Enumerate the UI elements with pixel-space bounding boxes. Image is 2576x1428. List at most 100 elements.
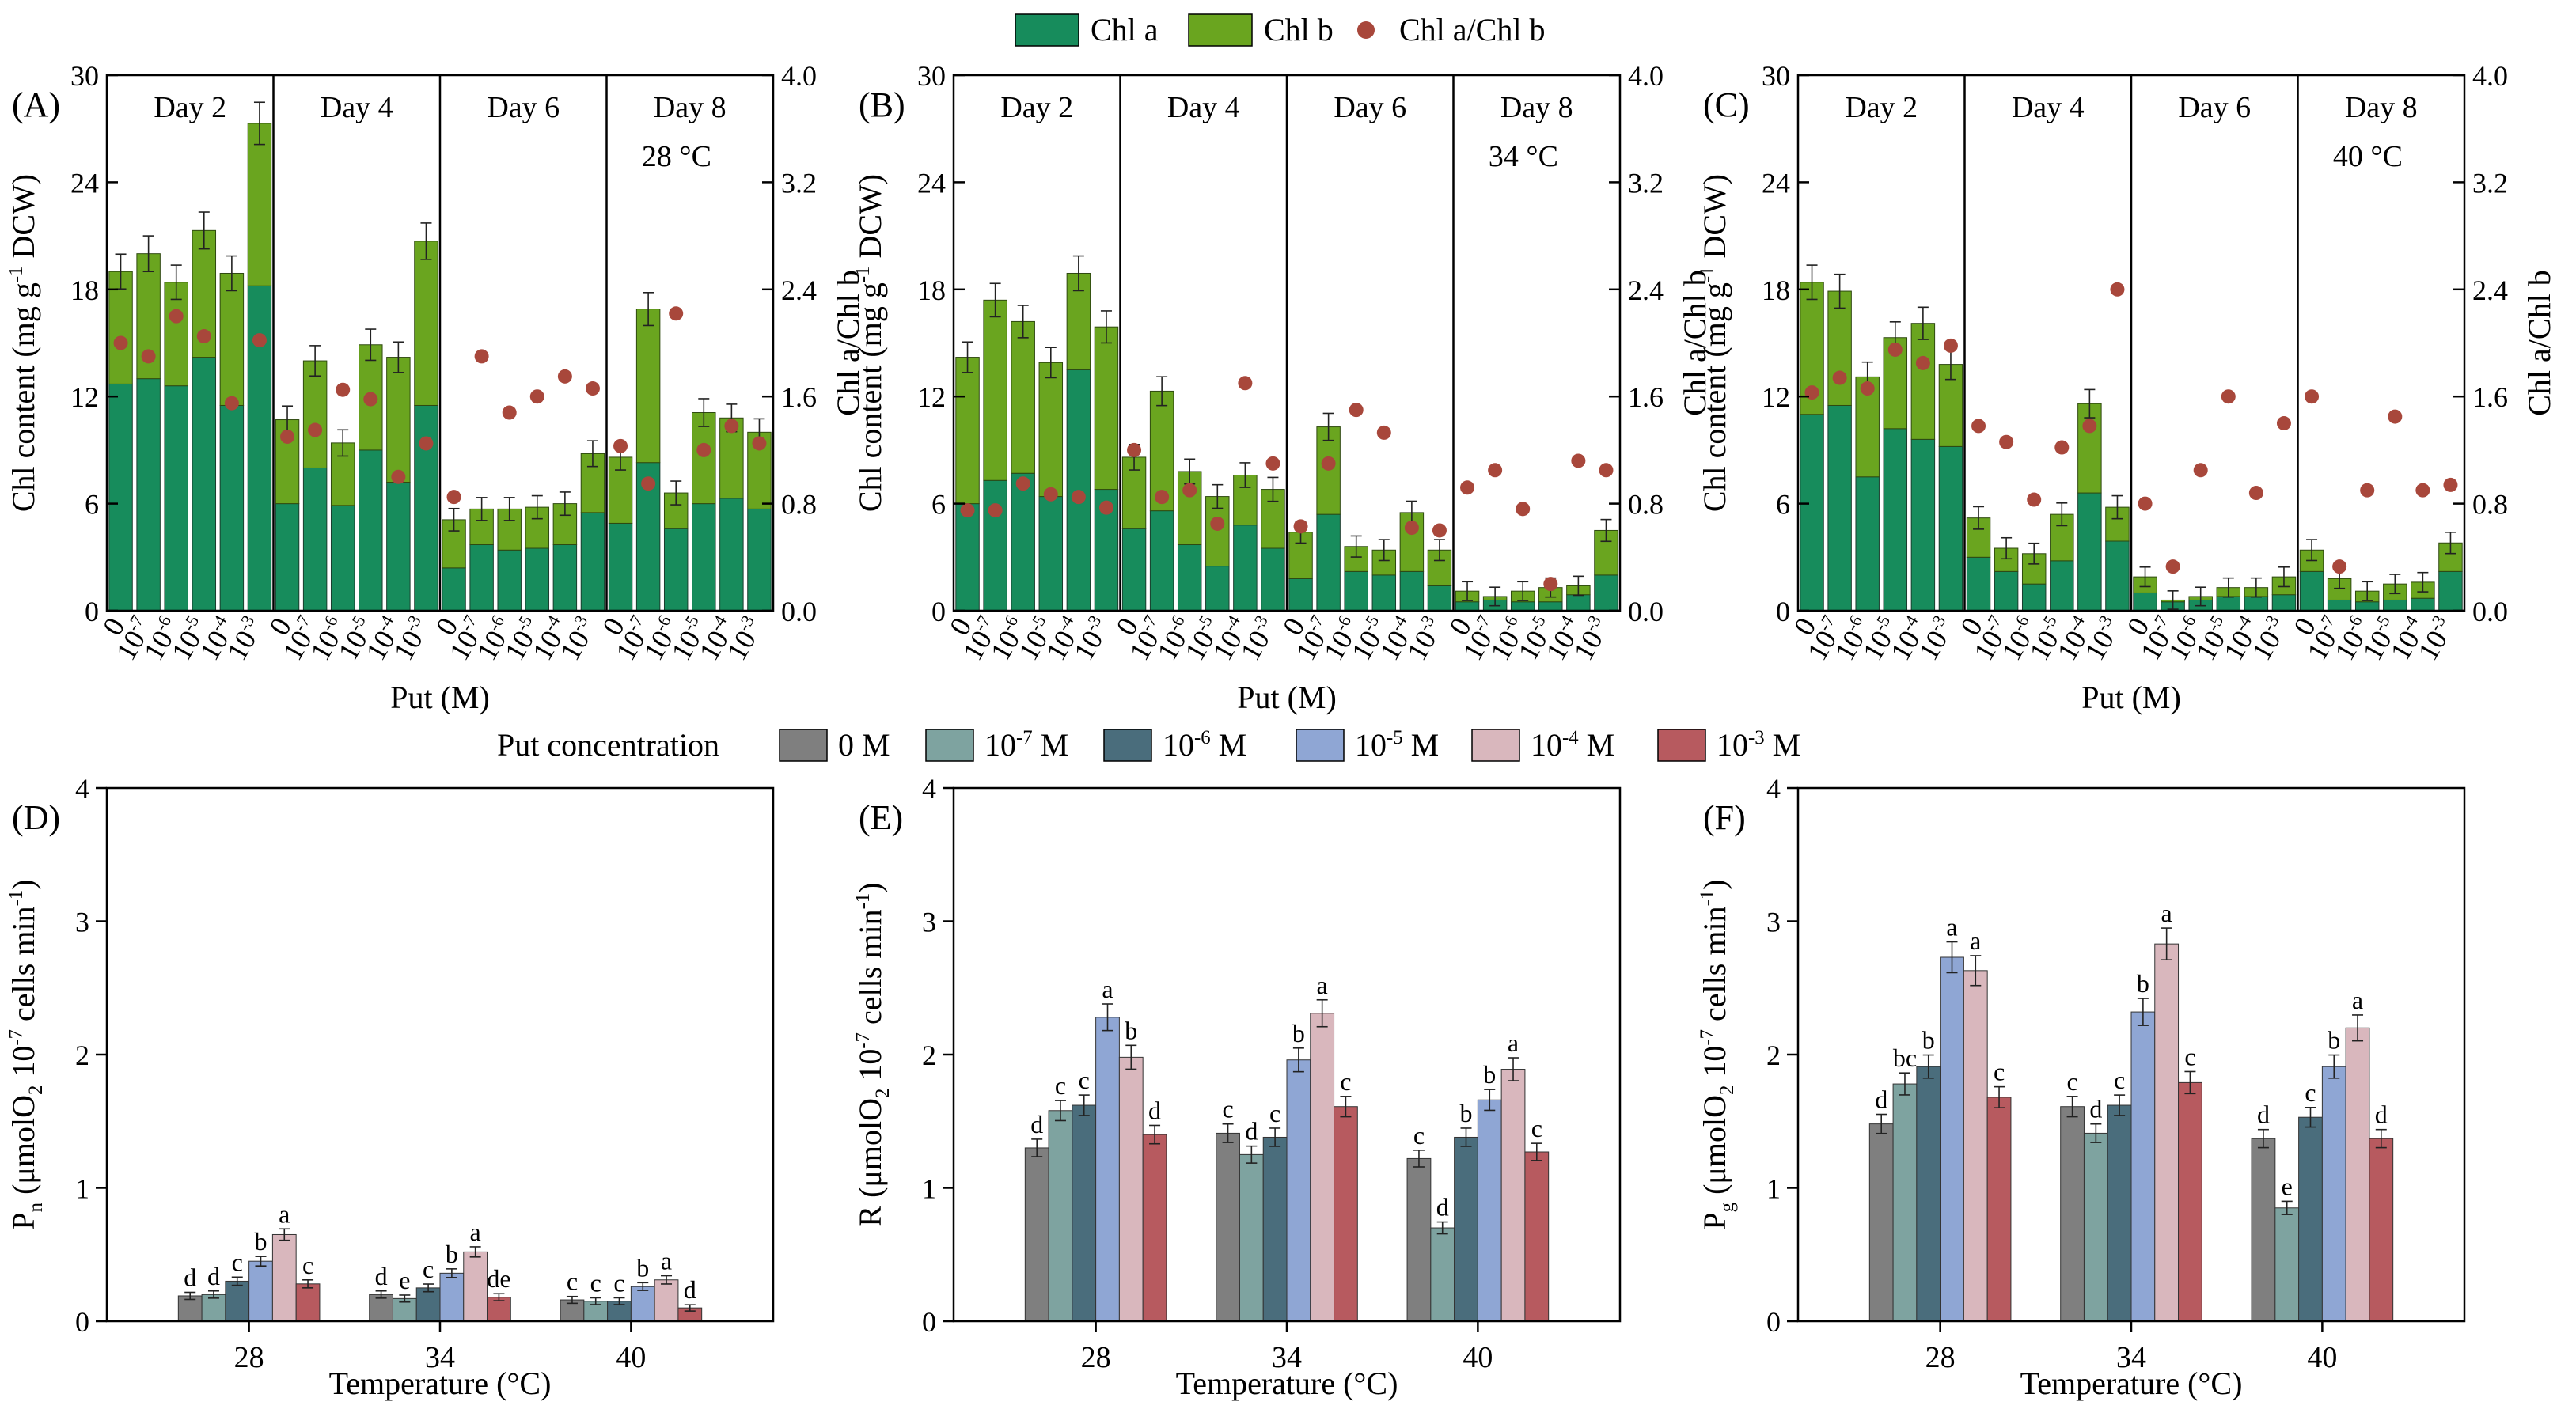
- bar-chl-b: [386, 357, 411, 483]
- text-run: ): [852, 882, 888, 892]
- bar-chl-a: [386, 482, 411, 612]
- bar-chl-a: [1855, 476, 1880, 612]
- bar-chl-a: [2050, 560, 2074, 612]
- ratio-point: [641, 476, 656, 491]
- bar-chl-a: [1316, 513, 1341, 612]
- y-tick-label: 3: [75, 907, 89, 938]
- text-run: DCW): [6, 174, 41, 267]
- bar-0-M: [1216, 1132, 1240, 1322]
- y-axis-title: Chl content (mg g-1​ DCW): [6, 174, 41, 512]
- ratio-point: [280, 429, 295, 444]
- text-run: n: [852, 909, 888, 925]
- ratio-point: [1098, 500, 1113, 515]
- significance-letter: b: [1459, 1099, 1472, 1127]
- text-run: P: [6, 1212, 41, 1229]
- bar-chl-a: [692, 503, 716, 612]
- bar-chl-a: [1011, 472, 1035, 612]
- chl-legend: Chl a Chl b Chl a/Chl b: [1015, 12, 1545, 47]
- y2-axis-title: Chl a/Chl b: [2521, 270, 2557, 415]
- text-run: [1697, 1078, 1732, 1085]
- y2-tick-label: 0.8: [2472, 489, 2508, 521]
- bar-chl-a: [2133, 592, 2157, 612]
- y2-tick-label: 4.0: [2472, 60, 2508, 92]
- text-run: 10: [984, 727, 1016, 763]
- x-tick-label: 10-6​: [1483, 612, 1533, 665]
- bar-chl-a: [1510, 601, 1535, 612]
- text-run: Chl content (mg: [852, 298, 888, 512]
- ratio-point: [2305, 389, 2320, 404]
- bar-chl-b: [1827, 290, 1852, 406]
- text-run: 10: [2078, 625, 2120, 665]
- ratio-point: [1488, 463, 1503, 478]
- text-run: 10: [2411, 625, 2453, 665]
- y-tick-label: 30: [1762, 60, 1790, 92]
- significance-letter: c: [2066, 1067, 2077, 1096]
- significance-letter: d: [684, 1275, 696, 1304]
- y-tick-label: 0: [1776, 596, 1790, 627]
- panel-label: (B): [859, 85, 905, 124]
- panel-label: (E): [859, 798, 903, 837]
- x-tick-label: 28: [234, 1341, 264, 1374]
- text-run: -7: [1016, 727, 1033, 748]
- bar-10-5-M: [2321, 1066, 2346, 1322]
- x-axis-title: Temperature (°C): [329, 1366, 552, 1401]
- bar-chl-a: [136, 378, 161, 612]
- plot-frame: [1796, 74, 2466, 612]
- legend-label-ratio: Chl a/Chl b: [1399, 12, 1545, 47]
- text-run: DCW): [1697, 174, 1732, 267]
- day-label: Day 8: [2345, 91, 2418, 124]
- text-run: O: [852, 1098, 888, 1121]
- bar-chl-a: [1427, 585, 1452, 612]
- y-tick-label: 18: [70, 275, 99, 306]
- text-run: (μmol: [6, 1118, 41, 1203]
- y-tick-label: 6: [931, 489, 946, 521]
- bar-chl-a: [1205, 566, 1230, 612]
- bar-10-3-M: [2178, 1081, 2202, 1322]
- text-run: 10: [1912, 625, 1954, 665]
- day-label: Day 2: [154, 91, 226, 124]
- text-run: DCW): [852, 174, 888, 267]
- text-run: n: [6, 906, 41, 922]
- ratio-point: [1915, 355, 1930, 370]
- bar-chl-a: [497, 549, 522, 612]
- bar-10-4-M: [463, 1251, 488, 1322]
- text-run: -7: [6, 1029, 27, 1046]
- ratio-point: [1571, 453, 1586, 468]
- ratio-point: [1182, 483, 1197, 498]
- ratio-point: [988, 503, 1003, 518]
- text-run: 10: [1234, 625, 1276, 665]
- y-tick-label: 3: [1766, 907, 1781, 938]
- ratio-point: [1404, 521, 1419, 536]
- text-run: n: [25, 1202, 47, 1212]
- significance-letter: c: [2184, 1042, 2195, 1070]
- bar-10-5-M: [1095, 1017, 1120, 1322]
- bar-chl-a: [1371, 574, 1397, 612]
- y-tick-label: 6: [1776, 489, 1790, 521]
- y-tick-label: 24: [70, 167, 99, 199]
- bar-10-3-M: [2369, 1138, 2394, 1322]
- bar-10-7-M: [1239, 1153, 1264, 1322]
- text-run: 2: [25, 1085, 47, 1095]
- ratio-point: [613, 438, 628, 453]
- ratio-point: [196, 329, 211, 344]
- bar-chl-a: [108, 383, 133, 612]
- ratio-point: [141, 349, 156, 364]
- significance-letter: c: [1269, 1099, 1280, 1127]
- significance-letter: a: [1508, 1028, 1519, 1057]
- bar-10-4-M: [1310, 1013, 1335, 1322]
- significance-letter: d: [1875, 1085, 1887, 1114]
- significance-letter: c: [2305, 1078, 2316, 1107]
- text-run: Chl content (mg: [1697, 298, 1732, 512]
- ratio-point: [2193, 463, 2208, 478]
- bar-chl-a: [2077, 492, 2102, 612]
- text-run: 10: [1567, 625, 1609, 665]
- legend-swatch-1: [925, 729, 974, 762]
- bar-chl-b: [1427, 549, 1452, 586]
- significance-letter: e: [399, 1266, 410, 1294]
- bar-chl-a: [1399, 570, 1425, 612]
- significance-letter: a: [1102, 975, 1113, 1003]
- y2-tick-label: 0.0: [781, 596, 817, 627]
- legend-swatch-2: [1103, 729, 1152, 762]
- legend-swatch-4: [1471, 729, 1520, 762]
- y-axis-title: Chl content (mg g-1​ DCW): [1697, 174, 1732, 512]
